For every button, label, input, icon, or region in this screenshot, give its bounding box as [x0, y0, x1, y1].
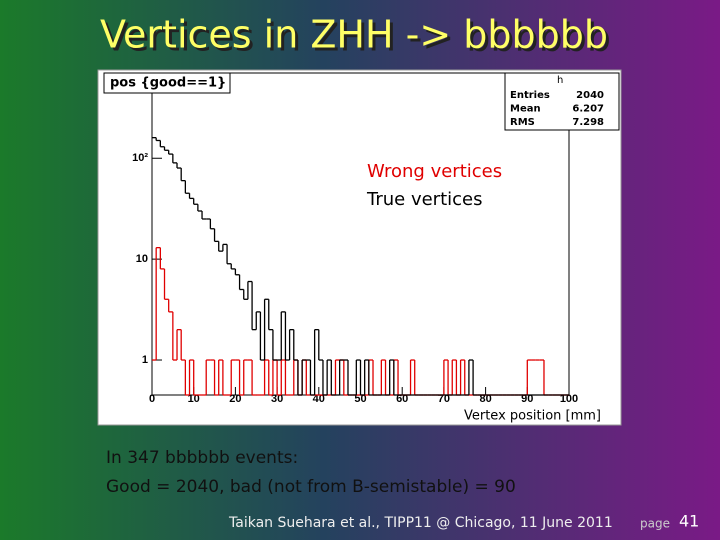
- y-tick-label: 10: [136, 253, 148, 265]
- x-tick-label: 90: [521, 393, 533, 405]
- y-tick-label: 1: [142, 354, 148, 366]
- x-tick-label: 10: [188, 393, 200, 405]
- x-tick-label: 0: [149, 393, 155, 405]
- x-tick-label: 20: [229, 393, 241, 405]
- y-tick-label: 10²: [132, 152, 148, 164]
- x-tick-label: 40: [313, 393, 325, 405]
- stats-value: 6.207: [572, 104, 604, 115]
- stats-label: Entries: [510, 90, 550, 101]
- body-line: Good = 2040, bad (not from B-semistable)…: [106, 477, 516, 497]
- x-tick-label: 100: [560, 393, 578, 405]
- stats-label: Mean: [510, 104, 541, 115]
- legend-entry: True vertices: [366, 189, 483, 210]
- x-tick-label: 60: [396, 393, 408, 405]
- stats-value: 2040: [576, 90, 604, 101]
- slide-title: Vertices in ZHH -> bbbbbb: [100, 13, 608, 57]
- x-axis-label: Vertex position [mm]: [464, 409, 601, 424]
- page-number: 41: [679, 512, 699, 531]
- footer: Taikan Suehara et al., TIPP11 @ Chicago,…: [228, 515, 613, 531]
- stats-name: h: [557, 75, 563, 86]
- hist-title: pos {good==1}: [110, 76, 226, 91]
- page-label: page: [640, 517, 670, 531]
- title-shadow: Vertices in ZHH -> bbbbbb: [103, 16, 611, 60]
- stats-box: [504, 72, 620, 131]
- x-tick-label: 30: [271, 393, 283, 405]
- x-tick-label: 50: [354, 393, 366, 405]
- hist-title-box: [103, 72, 231, 94]
- stats-value: 7.298: [572, 117, 604, 128]
- body-line: In 347 bbbbbb events:: [106, 448, 298, 468]
- x-tick-label: 70: [438, 393, 450, 405]
- stats-label: RMS: [510, 117, 535, 128]
- x-tick-label: 80: [479, 393, 491, 405]
- legend-entry: Wrong vertices: [367, 161, 502, 182]
